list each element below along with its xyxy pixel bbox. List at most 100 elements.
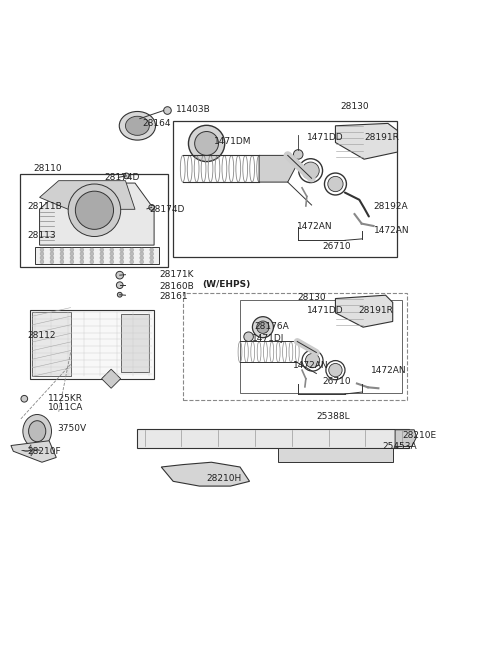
Text: 1471DM: 1471DM [214, 136, 251, 146]
Circle shape [70, 248, 74, 252]
Circle shape [257, 321, 269, 334]
Circle shape [50, 260, 54, 263]
Text: 1472AN: 1472AN [292, 361, 328, 370]
Circle shape [40, 252, 44, 256]
Circle shape [90, 248, 94, 252]
Polygon shape [102, 369, 120, 389]
Bar [183, 293, 407, 401]
Circle shape [150, 260, 154, 263]
Text: 28161: 28161 [159, 292, 188, 301]
Circle shape [150, 248, 154, 252]
Text: 1472AN: 1472AN [297, 222, 333, 230]
Ellipse shape [189, 125, 225, 162]
Text: 28191R: 28191R [359, 306, 393, 315]
Polygon shape [395, 430, 417, 446]
Text: 28164: 28164 [142, 119, 171, 128]
Text: 28210F: 28210F [28, 447, 61, 455]
Ellipse shape [68, 184, 120, 236]
Text: 25453A: 25453A [382, 442, 417, 451]
Text: 28160B: 28160B [159, 281, 193, 291]
Polygon shape [120, 314, 149, 371]
Polygon shape [137, 429, 409, 448]
Polygon shape [31, 449, 40, 450]
Polygon shape [161, 462, 250, 486]
Text: 26710: 26710 [322, 377, 351, 385]
Ellipse shape [125, 117, 149, 135]
Circle shape [100, 252, 104, 256]
Text: 26710: 26710 [322, 242, 351, 250]
Circle shape [50, 248, 54, 252]
Circle shape [244, 332, 253, 342]
Text: 28174D: 28174D [149, 205, 185, 214]
Circle shape [117, 293, 122, 297]
Polygon shape [39, 183, 154, 245]
Circle shape [140, 260, 144, 263]
Ellipse shape [23, 414, 51, 448]
Text: 28210H: 28210H [206, 475, 242, 483]
Ellipse shape [29, 421, 46, 442]
Circle shape [329, 363, 342, 377]
Circle shape [70, 252, 74, 256]
Circle shape [130, 256, 133, 260]
Text: 28171K: 28171K [159, 270, 193, 279]
Text: 25388L: 25388L [316, 412, 350, 422]
Circle shape [149, 205, 155, 211]
Text: 28112: 28112 [28, 331, 56, 340]
Text: (W/EHPS): (W/EHPS) [202, 280, 250, 289]
Polygon shape [22, 450, 31, 451]
Text: 1471DJ: 1471DJ [252, 334, 284, 343]
Circle shape [110, 256, 114, 260]
Circle shape [140, 256, 144, 260]
Circle shape [90, 260, 94, 263]
Text: 28192A: 28192A [373, 203, 408, 211]
Circle shape [60, 256, 64, 260]
Circle shape [40, 260, 44, 263]
Circle shape [164, 107, 171, 115]
Ellipse shape [75, 191, 114, 229]
Circle shape [123, 173, 129, 179]
Circle shape [305, 354, 320, 368]
Circle shape [80, 252, 84, 256]
Circle shape [80, 256, 84, 260]
Circle shape [80, 248, 84, 252]
Polygon shape [11, 441, 56, 462]
Circle shape [120, 252, 124, 256]
Text: 28174D: 28174D [104, 173, 139, 182]
Circle shape [116, 271, 123, 279]
Circle shape [100, 248, 104, 252]
Polygon shape [336, 123, 397, 159]
Circle shape [150, 252, 154, 256]
Circle shape [70, 256, 74, 260]
Circle shape [140, 248, 144, 252]
Ellipse shape [195, 132, 218, 156]
Text: 28110: 28110 [34, 164, 62, 173]
Text: 28176A: 28176A [254, 322, 289, 331]
Text: 28130: 28130 [297, 293, 326, 302]
Circle shape [40, 248, 44, 252]
Text: 28130: 28130 [340, 102, 369, 111]
Circle shape [60, 252, 64, 256]
Polygon shape [336, 295, 393, 327]
Text: 1125KR: 1125KR [48, 395, 83, 403]
Bar [21, 173, 168, 267]
Text: 28111B: 28111B [28, 203, 62, 211]
Circle shape [60, 248, 64, 252]
Circle shape [116, 282, 123, 289]
Polygon shape [31, 450, 33, 456]
Circle shape [252, 316, 274, 338]
Circle shape [50, 252, 54, 256]
Circle shape [130, 252, 133, 256]
Ellipse shape [119, 111, 156, 140]
Circle shape [100, 256, 104, 260]
Polygon shape [29, 445, 31, 450]
Circle shape [80, 260, 84, 263]
Circle shape [110, 252, 114, 256]
Polygon shape [39, 181, 135, 209]
Circle shape [60, 260, 64, 263]
Circle shape [40, 256, 44, 260]
Circle shape [120, 248, 124, 252]
Circle shape [50, 256, 54, 260]
Circle shape [90, 256, 94, 260]
Bar [173, 121, 397, 257]
Text: 1471DD: 1471DD [307, 306, 343, 315]
